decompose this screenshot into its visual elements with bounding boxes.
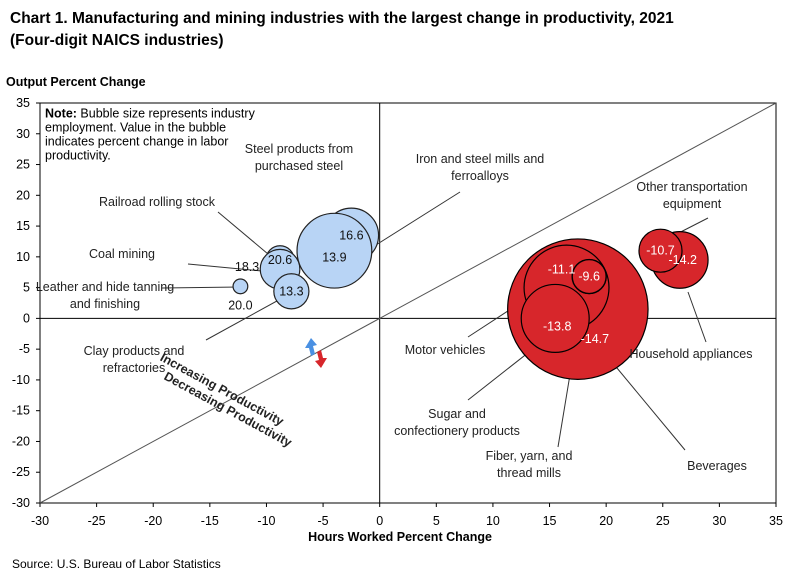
decrease-arrow	[315, 350, 327, 368]
industry-label: Household appliances	[629, 347, 752, 361]
industry-label: ferroalloys	[451, 169, 509, 183]
x-tick-label: 20	[599, 514, 613, 528]
leader-line	[205, 295, 287, 341]
y-tick-label: -5	[19, 342, 30, 356]
y-tick-label: -20	[12, 434, 30, 448]
industry-label: Beverages	[687, 459, 747, 473]
x-tick-label: -30	[31, 514, 49, 528]
note-line-3: indicates percent change in labor	[45, 134, 228, 148]
x-axis-title: Hours Worked Percent Change	[308, 530, 492, 544]
plot-frame	[39, 102, 777, 504]
chart-title: Chart 1. Manufacturing and mining indust…	[10, 8, 674, 52]
increase-arrow	[305, 338, 317, 356]
industry-label: refractories	[103, 361, 166, 375]
bubble	[232, 278, 249, 295]
bubble-value-label: -10.7	[646, 244, 675, 258]
x-tick-label: -10	[257, 514, 275, 528]
x-tick-label: 15	[543, 514, 557, 528]
x-tick-label: 10	[486, 514, 500, 528]
bubble-value-label: 20.6	[268, 253, 292, 267]
industry-label: Fiber, yarn, and	[486, 449, 573, 463]
x-tick-label: 0	[376, 514, 383, 528]
bubble-outline	[571, 258, 607, 295]
bubble	[296, 212, 373, 289]
industry-label: equipment	[663, 197, 722, 211]
leader-line	[611, 361, 686, 451]
leader-line	[161, 286, 241, 289]
bubble-value-label: -11.1	[548, 263, 576, 277]
y-tick-label: 0	[23, 311, 30, 325]
y-axis-title: Output Percent Change	[6, 75, 146, 89]
note-line-4: productivity.	[45, 148, 111, 162]
industry-label: Motor vehicles	[405, 343, 486, 357]
y-tick-label: 20	[16, 188, 30, 202]
bubble-value-label: 18.3	[235, 260, 259, 274]
chart-title-line1: Chart 1. Manufacturing and mining indust…	[10, 10, 674, 27]
bubble-value-label: -14.2	[669, 253, 698, 267]
note-line-1: Note: Bubble size represents industry	[45, 106, 256, 120]
bubble-value-label: 13.3	[279, 284, 303, 298]
x-tick-label: -20	[144, 514, 162, 528]
y-tick-label: 10	[16, 250, 30, 264]
y-tick-label: 35	[16, 96, 30, 110]
industry-label: Railroad rolling stock	[99, 195, 216, 209]
x-tick-label: 30	[712, 514, 726, 528]
x-tick-label: -15	[201, 514, 219, 528]
leader-line	[187, 263, 263, 272]
industry-label: Iron and steel mills and	[416, 152, 545, 166]
industry-label: thread mills	[497, 466, 561, 480]
bubble	[520, 283, 590, 353]
diagonal-line	[39, 102, 777, 504]
y-tick-label: 5	[23, 281, 30, 295]
x-tick-label: 5	[433, 514, 440, 528]
y-tick-label: -30	[12, 496, 30, 510]
industry-label: Coal mining	[89, 247, 155, 261]
bubble-value-label: -14.7	[581, 332, 610, 346]
bubble-value-label: -9.6	[578, 270, 600, 284]
bubble	[638, 228, 683, 273]
industry-label: Steel products from	[245, 142, 353, 156]
industry-label: Sugar and	[428, 407, 486, 421]
note-line-2: employment. Value in the bubble	[45, 120, 226, 134]
bubble-value-label: -13.8	[543, 319, 572, 333]
leader-line	[367, 191, 461, 251]
x-tick-label: -5	[318, 514, 329, 528]
industry-label: and finishing	[70, 297, 140, 311]
bubble-value-label: 16.6	[339, 228, 363, 242]
bubble-value-label: 13.9	[322, 251, 346, 265]
industry-label: purchased steel	[255, 159, 343, 173]
industry-label: Clay products and	[84, 344, 185, 358]
leader-line	[687, 291, 707, 343]
y-tick-label: -15	[12, 404, 30, 418]
x-tick-label: 25	[656, 514, 670, 528]
y-tick-label: -25	[12, 465, 30, 479]
y-tick-label: 30	[16, 127, 30, 141]
y-tick-label: 25	[16, 158, 30, 172]
y-tick-label: -10	[12, 373, 30, 387]
chart-subtitle: (Four-digit NAICS industries)	[10, 32, 224, 49]
x-tick-label: 35	[769, 514, 783, 528]
bubble	[273, 273, 310, 310]
y-tick-label: 15	[16, 219, 30, 233]
bubble-value-label: 20.0	[228, 298, 252, 312]
x-tick-label: -25	[88, 514, 106, 528]
industry-label: Leather and hide tanning	[36, 280, 174, 294]
leader-line	[217, 211, 269, 255]
industry-label: confectionery products	[394, 424, 520, 438]
industry-label: Other transportation	[636, 180, 747, 194]
source-note: Source: U.S. Bureau of Labor Statistics	[12, 557, 221, 571]
